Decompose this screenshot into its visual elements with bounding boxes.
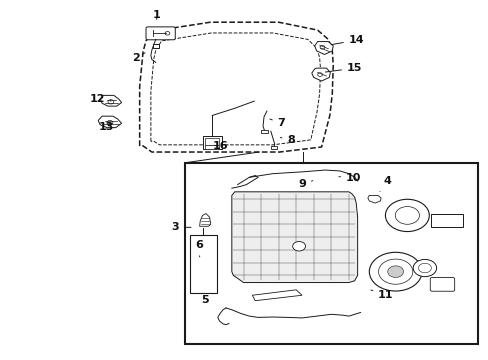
Bar xyxy=(205,138,219,145)
Polygon shape xyxy=(367,195,380,203)
Polygon shape xyxy=(314,41,332,54)
Polygon shape xyxy=(311,68,330,81)
Circle shape xyxy=(292,242,305,251)
Text: 12: 12 xyxy=(89,94,111,104)
Bar xyxy=(261,130,267,134)
Polygon shape xyxy=(252,290,302,301)
Bar xyxy=(184,163,477,344)
Bar xyxy=(270,146,276,149)
Text: 11: 11 xyxy=(370,290,393,301)
Text: 1: 1 xyxy=(153,10,160,20)
Circle shape xyxy=(368,252,421,291)
Bar xyxy=(153,44,158,48)
Polygon shape xyxy=(100,95,122,106)
Text: 14: 14 xyxy=(330,35,364,45)
Bar xyxy=(205,145,219,149)
Text: 7: 7 xyxy=(269,118,285,128)
Text: 9: 9 xyxy=(298,179,312,189)
Text: 16: 16 xyxy=(212,141,227,151)
Text: 5: 5 xyxy=(200,296,208,306)
Bar xyxy=(430,215,462,227)
Text: 3: 3 xyxy=(171,222,191,232)
Text: 2: 2 xyxy=(132,53,145,63)
Bar xyxy=(202,136,222,149)
Polygon shape xyxy=(231,192,357,283)
Text: 4: 4 xyxy=(379,176,391,192)
Circle shape xyxy=(385,199,428,231)
Text: 15: 15 xyxy=(325,63,362,73)
Text: 13: 13 xyxy=(98,122,114,132)
Polygon shape xyxy=(199,213,210,226)
Text: 10: 10 xyxy=(338,173,361,183)
Circle shape xyxy=(412,260,436,276)
FancyBboxPatch shape xyxy=(146,27,175,40)
Text: 6: 6 xyxy=(195,240,203,257)
Text: 8: 8 xyxy=(280,135,295,145)
FancyBboxPatch shape xyxy=(429,278,454,291)
Bar xyxy=(189,235,217,293)
Circle shape xyxy=(387,266,403,278)
Polygon shape xyxy=(98,116,122,128)
